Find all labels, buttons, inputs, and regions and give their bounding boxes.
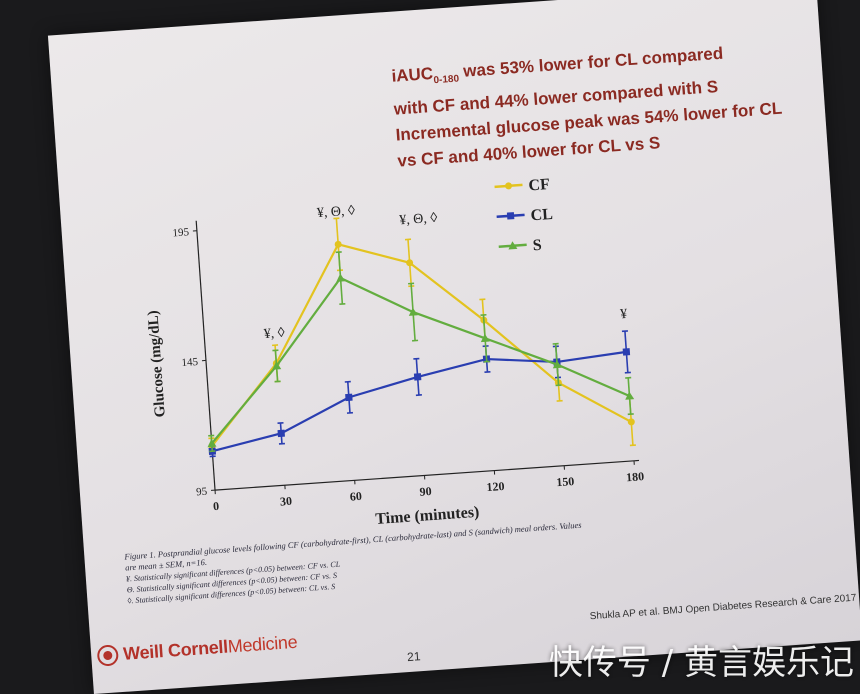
legend-marker-cl — [507, 212, 514, 219]
x-tick-label: 150 — [556, 474, 575, 489]
summary-iauc-subscript: 0-180 — [433, 73, 459, 86]
logo-icon — [97, 644, 119, 666]
y-tick-label: 145 — [181, 356, 199, 369]
x-tick-label: 180 — [626, 469, 645, 484]
data-point-cl — [623, 348, 630, 355]
significance-annotation: ¥, Θ, ◊ — [399, 211, 438, 229]
x-tick-label: 90 — [419, 484, 432, 499]
data-point-s — [336, 273, 346, 282]
summary-text: iAUC0-180 was 53% lower for CL compared … — [391, 35, 808, 175]
legend-label-s: S — [532, 237, 542, 255]
series-s — [195, 232, 636, 451]
series-line-cl — [207, 349, 631, 451]
chart-axes: 0 30 60 90 120 150 180 95 145 195 Time (minutes) Gl… — [139, 191, 646, 543]
summary-iauc: iAUC — [391, 64, 434, 86]
x-axis-label: Time (minutes) — [375, 504, 480, 528]
y-tick-label: 195 — [172, 226, 190, 239]
data-point-cf — [334, 241, 341, 248]
y-tick-label: 95 — [196, 486, 208, 499]
legend-label-cl: CL — [530, 206, 553, 225]
data-point-cl — [345, 394, 352, 401]
x-tick-label: 60 — [349, 489, 362, 504]
chart-legend: CF CL S — [494, 176, 555, 257]
summary-line-1-rest: was 53% lower for CL compared — [458, 44, 724, 81]
legend-marker-cf — [505, 182, 512, 189]
significance-annotation: ¥ — [620, 307, 628, 322]
glucose-line-chart: 0 30 60 90 120 150 180 95 145 195 Time (minutes) Gl… — [99, 155, 663, 552]
logo-text-1: Weill Cornell — [123, 637, 229, 665]
presentation-slide: iAUC0-180 was 53% lower for CL compared … — [48, 0, 860, 694]
y-axis-label: Glucose (mg/dL) — [145, 310, 168, 418]
logo-text-2: Medicine — [227, 632, 298, 658]
citation: Shukla AP et al. BMJ Open Diabetes Resea… — [589, 593, 856, 623]
significance-annotation: ¥, ◊ — [263, 326, 285, 342]
chart-series — [192, 199, 637, 475]
data-point-cl — [277, 430, 284, 437]
weill-cornell-logo: Weill Cornell Medicine — [97, 632, 298, 667]
page-number: 21 — [407, 649, 421, 664]
x-tick-label: 120 — [486, 479, 505, 494]
x-tick-label: 30 — [279, 494, 292, 509]
series-cl — [202, 331, 635, 457]
significance-annotation: ¥, Θ, ◊ — [316, 203, 355, 221]
data-point-cl — [414, 373, 421, 380]
x-tick-label: 0 — [213, 499, 220, 513]
series-line-s — [201, 259, 631, 444]
watermark: 快传号 / 黄言娱乐记 — [549, 635, 854, 684]
legend-label-cf: CF — [528, 176, 551, 194]
